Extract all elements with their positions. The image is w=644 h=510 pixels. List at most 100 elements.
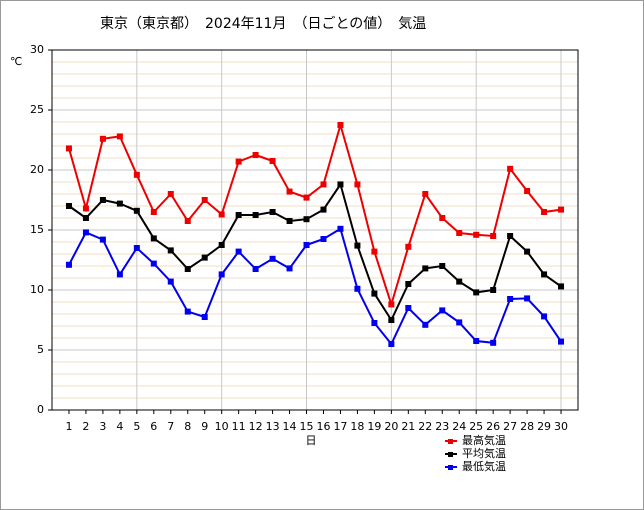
x-tick-label: 19 xyxy=(367,420,381,433)
x-tick-label: 4 xyxy=(116,420,123,433)
point xyxy=(524,295,531,302)
x-tick-label: 10 xyxy=(215,420,229,433)
point xyxy=(456,319,463,326)
legend-label: 平均気温 xyxy=(462,446,506,460)
x-tick-label: 24 xyxy=(452,420,466,433)
x-tick-label: 17 xyxy=(333,420,347,433)
y-tick-label: 15 xyxy=(30,223,44,236)
point xyxy=(184,218,191,224)
point xyxy=(490,339,497,346)
point xyxy=(99,197,106,203)
point xyxy=(235,212,242,218)
point xyxy=(558,338,565,345)
legend-marker xyxy=(448,439,453,444)
x-axis-label: 日 xyxy=(306,434,317,447)
x-tick-label: 26 xyxy=(486,420,500,433)
point xyxy=(235,248,242,255)
point xyxy=(218,211,225,218)
legend-label: 最高気温 xyxy=(462,433,506,447)
y-tick-label: 25 xyxy=(30,103,44,116)
x-tick-label: 27 xyxy=(503,420,517,433)
point xyxy=(65,203,72,209)
point xyxy=(269,255,276,262)
y-axis-label: ℃ xyxy=(10,55,22,68)
x-tick-label: 3 xyxy=(99,420,106,433)
point xyxy=(507,233,514,239)
point xyxy=(371,320,378,326)
point xyxy=(541,313,548,320)
point xyxy=(65,261,72,268)
x-tick-label: 20 xyxy=(384,420,398,433)
point xyxy=(99,135,106,142)
point xyxy=(303,194,310,201)
point xyxy=(456,278,463,285)
point xyxy=(218,242,225,248)
x-tick-label: 8 xyxy=(184,420,191,433)
point xyxy=(405,243,412,250)
x-tick-label: 28 xyxy=(520,420,534,433)
x-tick-label: 13 xyxy=(266,420,280,433)
legend-label: 最低気温 xyxy=(462,459,506,473)
chart-title: 東京（東京都） 2024年11月 （日ごとの値） 気温 xyxy=(100,16,426,32)
point xyxy=(184,308,191,315)
point xyxy=(269,158,276,164)
point xyxy=(320,236,327,242)
point xyxy=(558,283,565,290)
legend-marker xyxy=(448,452,453,457)
x-tick-label: 18 xyxy=(350,420,364,433)
point xyxy=(82,205,89,212)
point xyxy=(286,265,293,272)
point xyxy=(201,314,208,320)
point xyxy=(371,248,378,255)
point xyxy=(422,321,429,328)
point xyxy=(167,278,174,285)
point xyxy=(252,212,259,218)
point xyxy=(133,245,140,251)
point xyxy=(388,341,395,347)
point xyxy=(252,152,259,158)
point xyxy=(133,171,140,178)
point xyxy=(116,133,123,140)
point xyxy=(388,317,395,323)
point xyxy=(354,285,361,292)
point xyxy=(252,266,259,272)
point xyxy=(133,207,140,214)
point xyxy=(82,229,89,236)
x-tick-label: 23 xyxy=(435,420,449,433)
point xyxy=(150,235,157,242)
x-tick-label: 30 xyxy=(554,420,568,433)
y-tick-label: 30 xyxy=(30,43,44,56)
point xyxy=(558,206,565,213)
point xyxy=(388,301,395,308)
x-tick-label: 21 xyxy=(401,420,415,433)
point xyxy=(422,265,429,272)
y-tick-label: 5 xyxy=(37,343,44,356)
x-tick-label: 6 xyxy=(150,420,157,433)
point xyxy=(99,236,106,243)
point xyxy=(405,281,412,287)
point xyxy=(269,209,276,215)
point xyxy=(184,266,191,272)
point xyxy=(320,181,327,188)
point xyxy=(541,209,548,215)
point xyxy=(116,200,123,207)
point xyxy=(116,271,123,278)
x-tick-label: 5 xyxy=(133,420,140,433)
point xyxy=(524,248,531,255)
point xyxy=(473,231,480,238)
point xyxy=(422,191,429,197)
x-tick-label: 16 xyxy=(316,420,330,433)
y-tick-label: 20 xyxy=(30,163,44,176)
x-tick-label: 7 xyxy=(167,420,174,433)
point xyxy=(201,254,208,261)
point xyxy=(354,242,361,249)
y-tick-label: 0 xyxy=(37,403,44,416)
x-tick-label: 9 xyxy=(201,420,208,433)
point xyxy=(439,307,446,314)
point xyxy=(337,122,344,128)
point xyxy=(439,215,446,221)
x-tick-label: 14 xyxy=(283,420,297,433)
point xyxy=(286,218,293,224)
